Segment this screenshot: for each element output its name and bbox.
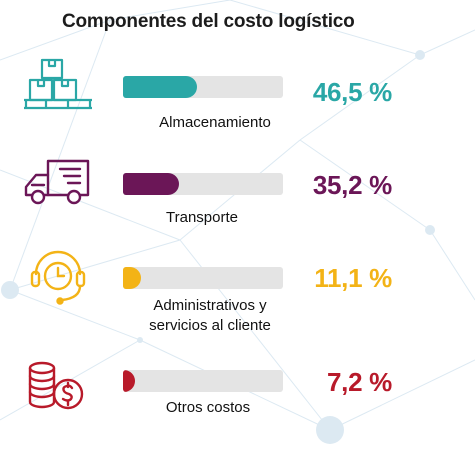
category-label-line: Otros costos: [165, 399, 251, 416]
customer-service-clock-icon: [22, 248, 96, 308]
warehouse-boxes-icon: [22, 54, 96, 114]
bar-transporte: [123, 173, 180, 195]
category-label: Otros costos: [118, 398, 298, 418]
category-label-line: Administrativos y: [153, 297, 267, 314]
cost-row-administrativos: Administrativos y servicios al cliente 1…: [0, 242, 475, 342]
truck-icon: [22, 151, 96, 211]
category-label-line: servicios al cliente: [149, 317, 271, 334]
category-label: Administrativos y servicios al cliente: [120, 296, 300, 336]
bar-otros: [123, 370, 135, 392]
percentage-value: 11,1 %: [314, 263, 392, 293]
bar-track: [123, 267, 283, 289]
cost-row-almacenamiento: Almacenamiento 46,5 %: [0, 48, 475, 148]
cost-row-otros: Otros costos 7,2 %: [0, 352, 475, 452]
chart-title: Componentes del costo logístico: [62, 11, 355, 32]
category-label: Almacenamiento: [125, 113, 305, 133]
percentage-value: 7,2 %: [327, 367, 392, 397]
cost-row-transporte: Transporte 35,2 %: [0, 145, 475, 245]
bar-track: [123, 173, 283, 195]
bar-administrativos: [123, 267, 141, 289]
bar-track: [123, 76, 283, 98]
category-label-line: Almacenamiento: [159, 114, 271, 131]
coins-dollar-icon: [22, 358, 96, 418]
percentage-value: 46,5 %: [312, 77, 392, 107]
bar-track: [123, 370, 283, 392]
bar-almacenamiento: [123, 76, 198, 98]
category-label: Transporte: [112, 208, 292, 228]
category-label-line: Transporte: [166, 209, 238, 226]
percentage-value: 35,2 %: [312, 170, 392, 200]
